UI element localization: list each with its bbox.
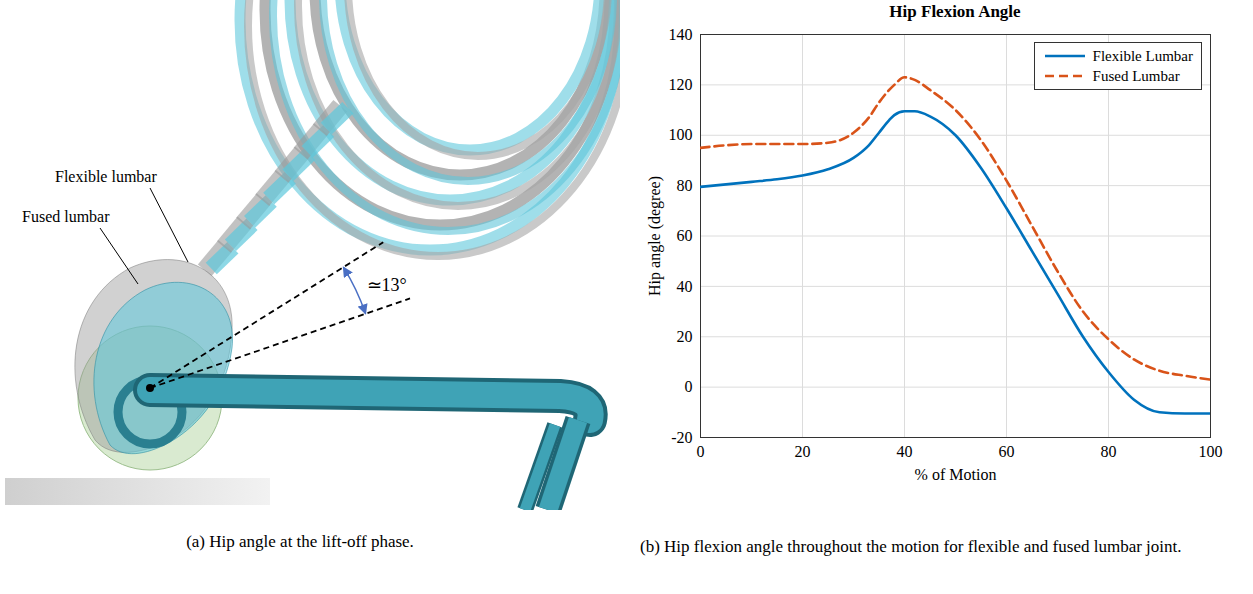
- svg-text:% of Motion: % of Motion: [915, 466, 997, 483]
- svg-text:0: 0: [685, 378, 693, 395]
- svg-text:20: 20: [795, 443, 811, 460]
- html-text:Hip Flexion Angle: Hip Flexion Angle: [889, 2, 1021, 21]
- svg-text:20: 20: [677, 328, 693, 345]
- svg-text:80: 80: [1101, 443, 1117, 460]
- svg-text:≃13°: ≃13°: [367, 275, 407, 295]
- svg-text:60: 60: [677, 227, 693, 244]
- svg-text:100: 100: [1199, 443, 1223, 460]
- svg-text:120: 120: [669, 76, 693, 93]
- svg-text:40: 40: [677, 277, 693, 294]
- svg-text:0: 0: [697, 443, 705, 460]
- svg-text:-20: -20: [671, 429, 692, 446]
- svg-text:Flexible lumbar: Flexible lumbar: [55, 168, 157, 185]
- svg-text:40: 40: [897, 443, 913, 460]
- html-text:(a) Hip angle at the lift-off: (a) Hip angle at the lift-off phase.: [186, 532, 414, 551]
- html-text:Flexible Lumbar: Flexible Lumbar: [1092, 47, 1193, 64]
- html-text:Fused Lumbar: Fused Lumbar: [1092, 67, 1180, 84]
- svg-text:140: 140: [669, 26, 693, 43]
- svg-text:80: 80: [677, 177, 693, 194]
- svg-text:100: 100: [669, 126, 693, 143]
- svg-text:Fused lumbar: Fused lumbar: [22, 208, 110, 225]
- svg-text:60: 60: [999, 443, 1015, 460]
- svg-text:Hip angle (degree): Hip angle (degree): [646, 176, 664, 296]
- html-text:(b) Hip flexion angle througho: (b) Hip flexion angle throughout the mot…: [640, 537, 1182, 556]
